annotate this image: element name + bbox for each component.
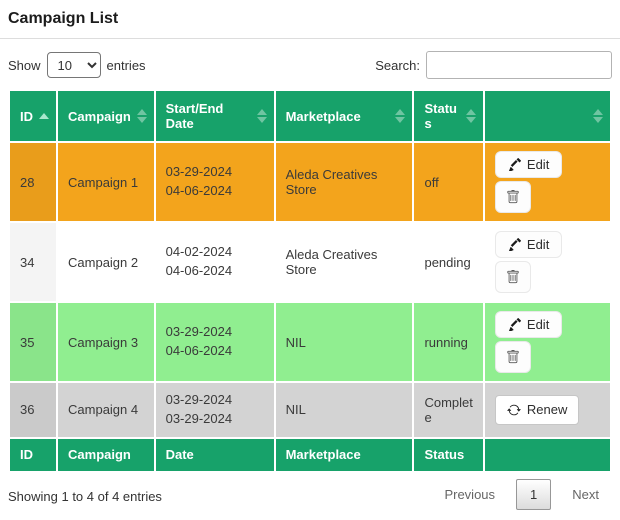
cell-status: Complete (414, 383, 483, 437)
cell-actions: Edit (484, 223, 610, 301)
trash-icon (506, 270, 520, 284)
renew-button[interactable]: Renew (494, 394, 580, 425)
pencil-icon (508, 318, 521, 331)
cell-campaign: Campaign 4 (58, 383, 154, 437)
sort-asc-icon (39, 113, 50, 119)
footer-header-campaign: Campaign (58, 438, 154, 471)
cell-campaign: Campaign 1 (58, 143, 154, 221)
search-control: Search: (375, 51, 612, 79)
cell-id: 34 (10, 223, 57, 301)
delete-button[interactable] (494, 261, 531, 293)
sort-both-icon (256, 109, 267, 123)
table-row: 36 Campaign 4 03-29-2024 03-29-2024 NIL … (10, 383, 610, 437)
cell-status: pending (414, 223, 483, 301)
cell-id: 28 (10, 143, 57, 221)
delete-button[interactable] (494, 341, 531, 373)
cell-status: off (414, 143, 483, 221)
sort-both-icon (136, 109, 147, 123)
edit-button[interactable]: Edit (494, 311, 563, 338)
cell-actions: Renew (484, 383, 610, 437)
footer-header-row: ID Campaign Date Marketplace Status (10, 438, 610, 471)
edit-button[interactable]: Edit (494, 231, 563, 258)
cell-date: 03-29-2024 04-06-2024 (155, 303, 274, 381)
page-title: Campaign List (8, 10, 119, 27)
entries-label: entries (106, 57, 146, 73)
header-row: ID Campaign Start/End Date Marketplace S… (10, 91, 610, 141)
footer-header-id: ID (10, 438, 57, 471)
search-label: Search: (375, 57, 420, 73)
table-row: 34 Campaign 2 04-02-2024 04-06-2024 Aled… (10, 223, 610, 301)
entries-select[interactable]: 10 (46, 52, 101, 78)
cell-campaign: Campaign 2 (58, 223, 154, 301)
campaign-table: ID Campaign Start/End Date Marketplace S… (8, 89, 612, 473)
footer-header-actions (484, 438, 610, 471)
cell-marketplace: NIL (275, 383, 413, 437)
column-header-marketplace[interactable]: Marketplace (275, 91, 413, 141)
entries-length-control: Show 10 entries (8, 52, 146, 78)
cell-id: 35 (10, 303, 57, 381)
cell-marketplace: Aleda Creatives Store (275, 223, 413, 301)
pencil-icon (508, 158, 521, 171)
column-header-status[interactable]: Status (414, 91, 483, 141)
sort-both-icon (465, 109, 476, 123)
trash-icon (506, 190, 520, 204)
cell-id: 36 (10, 383, 57, 437)
cell-actions: Edit (484, 303, 610, 381)
column-header-campaign[interactable]: Campaign (58, 91, 154, 141)
cell-date: 04-02-2024 04-06-2024 (155, 223, 274, 301)
cell-actions: Edit (484, 143, 610, 221)
cell-campaign: Campaign 3 (58, 303, 154, 381)
trash-icon (506, 350, 520, 364)
pencil-icon (508, 238, 521, 251)
cell-date: 03-29-2024 04-06-2024 (155, 143, 274, 221)
column-header-actions[interactable] (484, 91, 610, 141)
title-divider (0, 38, 620, 39)
table-footer-bar: Showing 1 to 4 of 4 entries Previous 1 N… (8, 477, 612, 520)
next-page-button[interactable]: Next (559, 479, 612, 510)
edit-button[interactable]: Edit (494, 151, 563, 178)
column-header-id[interactable]: ID (10, 91, 57, 141)
cell-marketplace: Aleda Creatives Store (275, 143, 413, 221)
footer-header-status: Status (414, 438, 483, 471)
search-input[interactable] (426, 51, 612, 79)
cell-status: running (414, 303, 483, 381)
table-row: 28 Campaign 1 03-29-2024 04-06-2024 Aled… (10, 143, 610, 221)
table-controls: Show 10 entries Search: (8, 51, 612, 79)
footer-header-date: Date (155, 438, 274, 471)
refresh-icon (507, 403, 521, 417)
previous-page-button[interactable]: Previous (431, 479, 508, 510)
delete-button[interactable] (494, 181, 531, 213)
footer-header-marketplace: Marketplace (275, 438, 413, 471)
entries-info: Showing 1 to 4 of 4 entries (8, 488, 162, 504)
sort-both-icon (593, 109, 603, 123)
table-row: 35 Campaign 3 03-29-2024 04-06-2024 NIL … (10, 303, 610, 381)
cell-date: 03-29-2024 03-29-2024 (155, 383, 274, 437)
show-label: Show (8, 57, 41, 73)
cell-marketplace: NIL (275, 303, 413, 381)
column-header-date[interactable]: Start/End Date (155, 91, 274, 141)
page-number-button[interactable]: 1 (516, 478, 552, 510)
sort-both-icon (395, 109, 406, 123)
